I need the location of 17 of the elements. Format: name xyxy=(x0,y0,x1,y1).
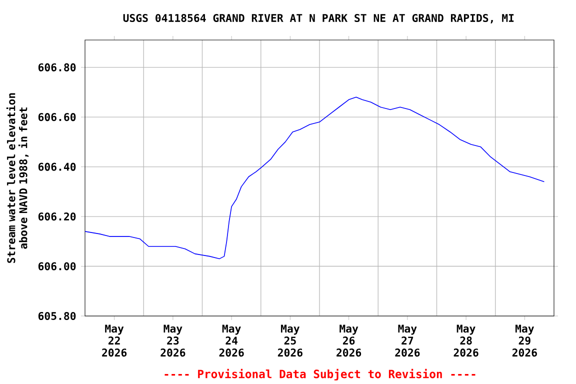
y-tick-label: 606.00 xyxy=(38,262,76,270)
y-tick-label: 606.40 xyxy=(38,162,76,171)
y-tick-label: 605.80 xyxy=(38,312,76,320)
text: ---- Provisional Data Subject to Revision ---- xyxy=(164,368,476,380)
x-tick-label: May 22 2026 xyxy=(102,324,127,357)
x-tick-label: May 26 2026 xyxy=(336,324,362,357)
y-tick-label: 606.20 xyxy=(38,212,76,221)
y-tick-label: 606.60 xyxy=(38,113,76,122)
x-tick-label: May 27 2026 xyxy=(395,324,420,357)
x-tick-label: May 23 2026 xyxy=(160,324,186,357)
x-tick-label: May 29 2026 xyxy=(512,324,537,357)
y-axis-title: Stream water level elevation above NAVD 1988, in feet xyxy=(6,93,29,263)
y-tick-label: 606.80 xyxy=(38,63,76,72)
x-tick-label: May 28 2026 xyxy=(454,324,478,357)
x-tick-label: May 25 2026 xyxy=(278,324,302,357)
chart-title: USGS 04118564 GRAND RIVER AT N PARK ST NE AT GRAND RAPIDS, MI xyxy=(123,14,514,24)
x-tick-label: May 24 2026 xyxy=(219,324,244,357)
